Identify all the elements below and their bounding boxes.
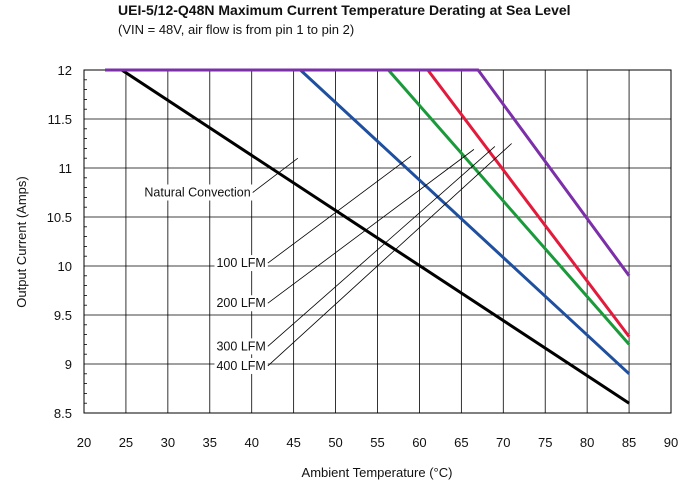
x-tick-label: 90 bbox=[664, 435, 678, 450]
y-tick-label: 11 bbox=[59, 161, 73, 176]
annotation-labels: Natural Convection 100 LFM 200 LFM 300 LFM 4… bbox=[144, 186, 265, 373]
chart-title: UEI-5/12-Q48N Maximum Current Temperatur… bbox=[118, 2, 571, 18]
annotation-label-bg bbox=[214, 338, 268, 355]
y-tick-label: 9.5 bbox=[54, 308, 72, 323]
series-lines bbox=[105, 68, 631, 405]
annotation-label: 300 LFM bbox=[216, 339, 265, 353]
series-line-0 bbox=[105, 68, 630, 405]
y-tick-label: 10.5 bbox=[47, 210, 72, 225]
chart-subtitle: (VIN = 48V, air flow is from pin 1 to pi… bbox=[118, 22, 354, 37]
annotation-label-bg bbox=[214, 295, 268, 312]
y-tick-label: 9 bbox=[65, 357, 72, 372]
annotation-label-bg bbox=[214, 255, 268, 272]
annotation-label: 200 LFM bbox=[216, 296, 265, 310]
x-tick-label: 70 bbox=[496, 435, 510, 450]
annotation-leader bbox=[267, 149, 475, 304]
x-tick-label: 20 bbox=[77, 435, 91, 450]
x-tick-label: 55 bbox=[370, 435, 384, 450]
annotation-leader bbox=[267, 155, 412, 264]
annotation-leaders bbox=[142, 143, 512, 374]
x-tick-label: 50 bbox=[328, 435, 342, 450]
x-tick-label: 30 bbox=[161, 435, 175, 450]
y-tick-label: 12 bbox=[58, 63, 72, 78]
y-axis-label: Output Current (Amps) bbox=[14, 176, 29, 308]
series-line-1 bbox=[105, 68, 631, 375]
x-tick-label: 25 bbox=[119, 435, 133, 450]
x-tick-label: 40 bbox=[244, 435, 258, 450]
x-tick-label: 45 bbox=[286, 435, 300, 450]
x-axis-label: Ambient Temperature (°C) bbox=[302, 465, 453, 480]
annotation-label: 400 LFM bbox=[216, 359, 265, 373]
grid-lines bbox=[84, 70, 671, 413]
annotation-label: 100 LFM bbox=[216, 256, 265, 270]
y-tick-labels: 8.5 9 9.5 10 10.5 11 11.5 12 bbox=[47, 63, 72, 421]
annotation-label-bg bbox=[214, 357, 268, 374]
x-tick-label: 75 bbox=[538, 435, 552, 450]
annotation-label-bg bbox=[142, 184, 253, 201]
annotation-leader bbox=[267, 143, 512, 367]
series-line-4 bbox=[105, 68, 631, 277]
x-tick-label: 85 bbox=[622, 435, 636, 450]
x-tick-label: 60 bbox=[412, 435, 426, 450]
y-tick-label: 11.5 bbox=[48, 112, 72, 127]
y-tick-label: 10 bbox=[58, 259, 72, 274]
y-tick-label: 8.5 bbox=[54, 406, 72, 421]
annotation-label: Natural Convection bbox=[144, 186, 250, 200]
annotation-leader bbox=[267, 146, 496, 347]
x-tick-label: 65 bbox=[454, 435, 468, 450]
annotation-leader bbox=[252, 157, 299, 193]
axis-ticks bbox=[84, 79, 87, 404]
x-tick-label: 35 bbox=[203, 435, 217, 450]
x-tick-labels: 20 25 30 35 40 45 50 55 60 65 70 75 80 85 90 bbox=[77, 435, 678, 450]
x-tick-label: 80 bbox=[580, 435, 594, 450]
